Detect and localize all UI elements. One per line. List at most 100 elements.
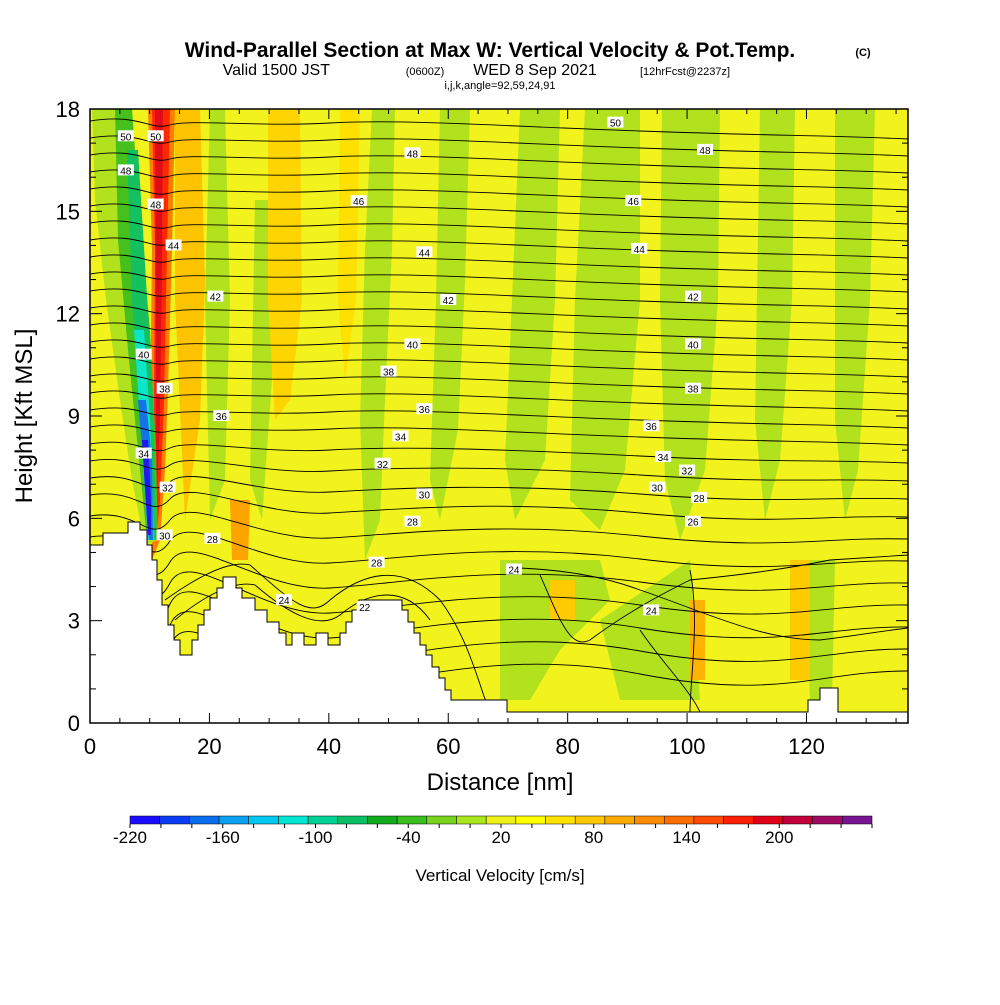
isentrope-line <box>90 322 908 344</box>
contour-label-box <box>404 147 421 159</box>
y-tick-label: 12 <box>56 302 80 327</box>
contour-label-box <box>440 294 457 306</box>
y-tick-label: 6 <box>68 506 80 531</box>
isentrope-line <box>90 288 908 310</box>
chart-title: Wind-Parallel Section at Max W: Vertical… <box>185 39 796 62</box>
contour-label-box <box>392 430 409 442</box>
y-tick-label: 3 <box>68 609 80 634</box>
x-tick-label: 120 <box>788 734 825 759</box>
contour-label: 36 <box>216 412 228 423</box>
isentrope-line <box>90 271 908 293</box>
contour-label-box <box>380 365 397 377</box>
isentrope-line <box>90 203 908 225</box>
colorbar-swatch <box>604 815 635 825</box>
contour-label-box <box>649 481 666 493</box>
updraft-band <box>430 109 470 520</box>
contour-label-box <box>607 116 624 128</box>
contour-label-box <box>685 515 702 527</box>
contour-label: 28 <box>407 518 419 529</box>
colorbar-swatch <box>693 815 724 825</box>
isentrope-line <box>90 169 908 191</box>
contour-label-box <box>368 556 385 568</box>
contour-label-box <box>416 403 433 415</box>
contour-label-box <box>135 348 152 360</box>
contour-label-box <box>404 338 421 350</box>
colorbar-swatch <box>456 815 487 825</box>
contour-label-box <box>156 529 173 541</box>
contour-label: 46 <box>353 197 365 208</box>
downdraft-core <box>142 440 151 535</box>
isentrope-line <box>639 629 701 713</box>
terrain <box>90 521 908 723</box>
colorbar-swatch <box>842 815 873 825</box>
contour-label: 50 <box>150 132 162 143</box>
contour-label: 40 <box>138 351 150 362</box>
contour-label: 50 <box>120 132 132 143</box>
contour-label: 34 <box>138 450 150 461</box>
contour-label-box <box>691 491 708 503</box>
contour-label: 30 <box>159 531 171 542</box>
isentrope-line <box>90 118 908 140</box>
x-tick-label: 0 <box>84 734 96 759</box>
contour-label-box <box>117 164 134 176</box>
downdraft-band <box>550 580 575 620</box>
downdraft-band <box>790 560 810 680</box>
contour-label: 28 <box>371 559 383 570</box>
contour-label: 48 <box>150 201 162 212</box>
contour-label: 46 <box>628 197 640 208</box>
contour-label-box <box>655 450 672 462</box>
forecast-label: [12hrFcst@2237z] <box>640 66 730 78</box>
contour-label: 34 <box>395 432 407 443</box>
contour-label: 44 <box>419 248 431 259</box>
contour-label-box <box>374 457 391 469</box>
contour-label: 36 <box>419 405 431 416</box>
colorbar-tick-label: 80 <box>584 828 603 847</box>
isentrope-line <box>539 554 908 643</box>
contour-label: 40 <box>687 340 699 351</box>
isentrope-line <box>90 373 908 395</box>
colorbar-swatch <box>367 815 398 825</box>
isentrope-line <box>90 135 908 157</box>
colorbar-swatch <box>129 815 160 825</box>
contour-label-box <box>696 143 713 155</box>
isentrope-line <box>90 305 908 327</box>
colorbar-tick-label: 200 <box>765 828 793 847</box>
updraft-band <box>360 109 395 560</box>
colorbar-swatch <box>545 815 576 825</box>
contour-label: 48 <box>120 166 132 177</box>
contour-label: 32 <box>162 484 174 495</box>
contour-label: 32 <box>682 467 694 478</box>
isentrope-line <box>90 254 908 276</box>
contour-labels: 50 50 50 48 48 48 48 46 46 44 44 44 42 42 42 40 40 40 38 38… <box>117 116 713 617</box>
x-tick-label: 40 <box>317 734 341 759</box>
colorbar-swatch <box>753 815 784 825</box>
isentrope-line <box>90 407 908 429</box>
contour-label-box <box>416 246 433 258</box>
contour-label: 34 <box>658 453 670 464</box>
colorbar-swatch <box>337 815 368 825</box>
colorbar-tick-label: -100 <box>298 828 332 847</box>
colorbar-swatch <box>663 815 695 825</box>
colorbar-swatch <box>278 815 309 825</box>
isentrope-line <box>90 339 908 361</box>
isentrope-line <box>90 511 908 544</box>
copyright-label: (C) <box>855 47 871 59</box>
contour-label-box <box>165 239 182 251</box>
contour-label: 44 <box>634 245 646 256</box>
contour-label: 44 <box>168 241 180 252</box>
isentrope-line <box>90 390 908 412</box>
contour-label-box <box>643 604 660 616</box>
colorbar-swatch <box>812 815 843 825</box>
isentrope-line <box>164 563 491 713</box>
contour-label-box <box>159 481 176 493</box>
x-tick-label: 60 <box>436 734 460 759</box>
colorbar-swatch <box>189 815 220 825</box>
colorbar: -220 -160 -100 -40 20 80 140 200 <box>113 815 873 847</box>
colorbar-swatch <box>159 815 190 825</box>
velocity-field <box>92 109 875 700</box>
y-tick-label: 0 <box>68 711 80 736</box>
colorbar-tick-label: -40 <box>396 828 421 847</box>
downdraft-band <box>338 109 360 380</box>
